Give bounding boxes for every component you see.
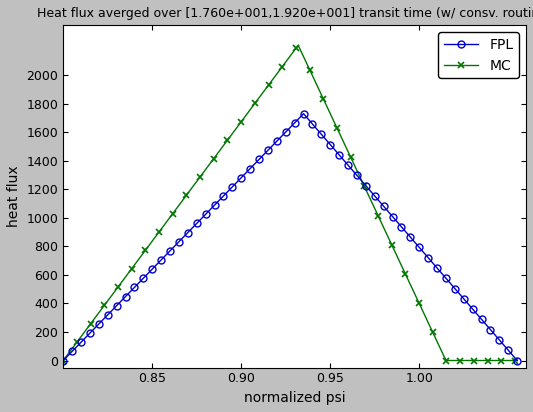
FPL xyxy=(301,111,307,116)
X-axis label: normalized psi: normalized psi xyxy=(244,391,345,405)
Line: MC: MC xyxy=(60,42,521,364)
FPL xyxy=(95,321,102,326)
Title: Heat flux averged over [1.760e+001,1.920e+001] transit time (w/ consv. routine): Heat flux averged over [1.760e+001,1.920… xyxy=(37,7,533,20)
MC xyxy=(181,196,187,201)
FPL xyxy=(362,183,369,188)
FPL xyxy=(273,139,280,144)
MC xyxy=(514,358,520,363)
FPL xyxy=(60,358,67,363)
Legend: FPL, MC: FPL, MC xyxy=(438,32,519,78)
FPL xyxy=(345,163,351,168)
MC xyxy=(144,245,151,250)
FPL xyxy=(220,194,227,199)
MC xyxy=(494,358,500,363)
Line: FPL: FPL xyxy=(60,110,521,364)
Y-axis label: heat flux: heat flux xyxy=(7,166,21,227)
MC xyxy=(78,334,85,339)
MC xyxy=(87,321,94,326)
MC xyxy=(295,43,301,48)
FPL xyxy=(514,358,520,363)
FPL xyxy=(487,327,494,332)
MC xyxy=(478,358,484,363)
MC xyxy=(60,358,67,363)
